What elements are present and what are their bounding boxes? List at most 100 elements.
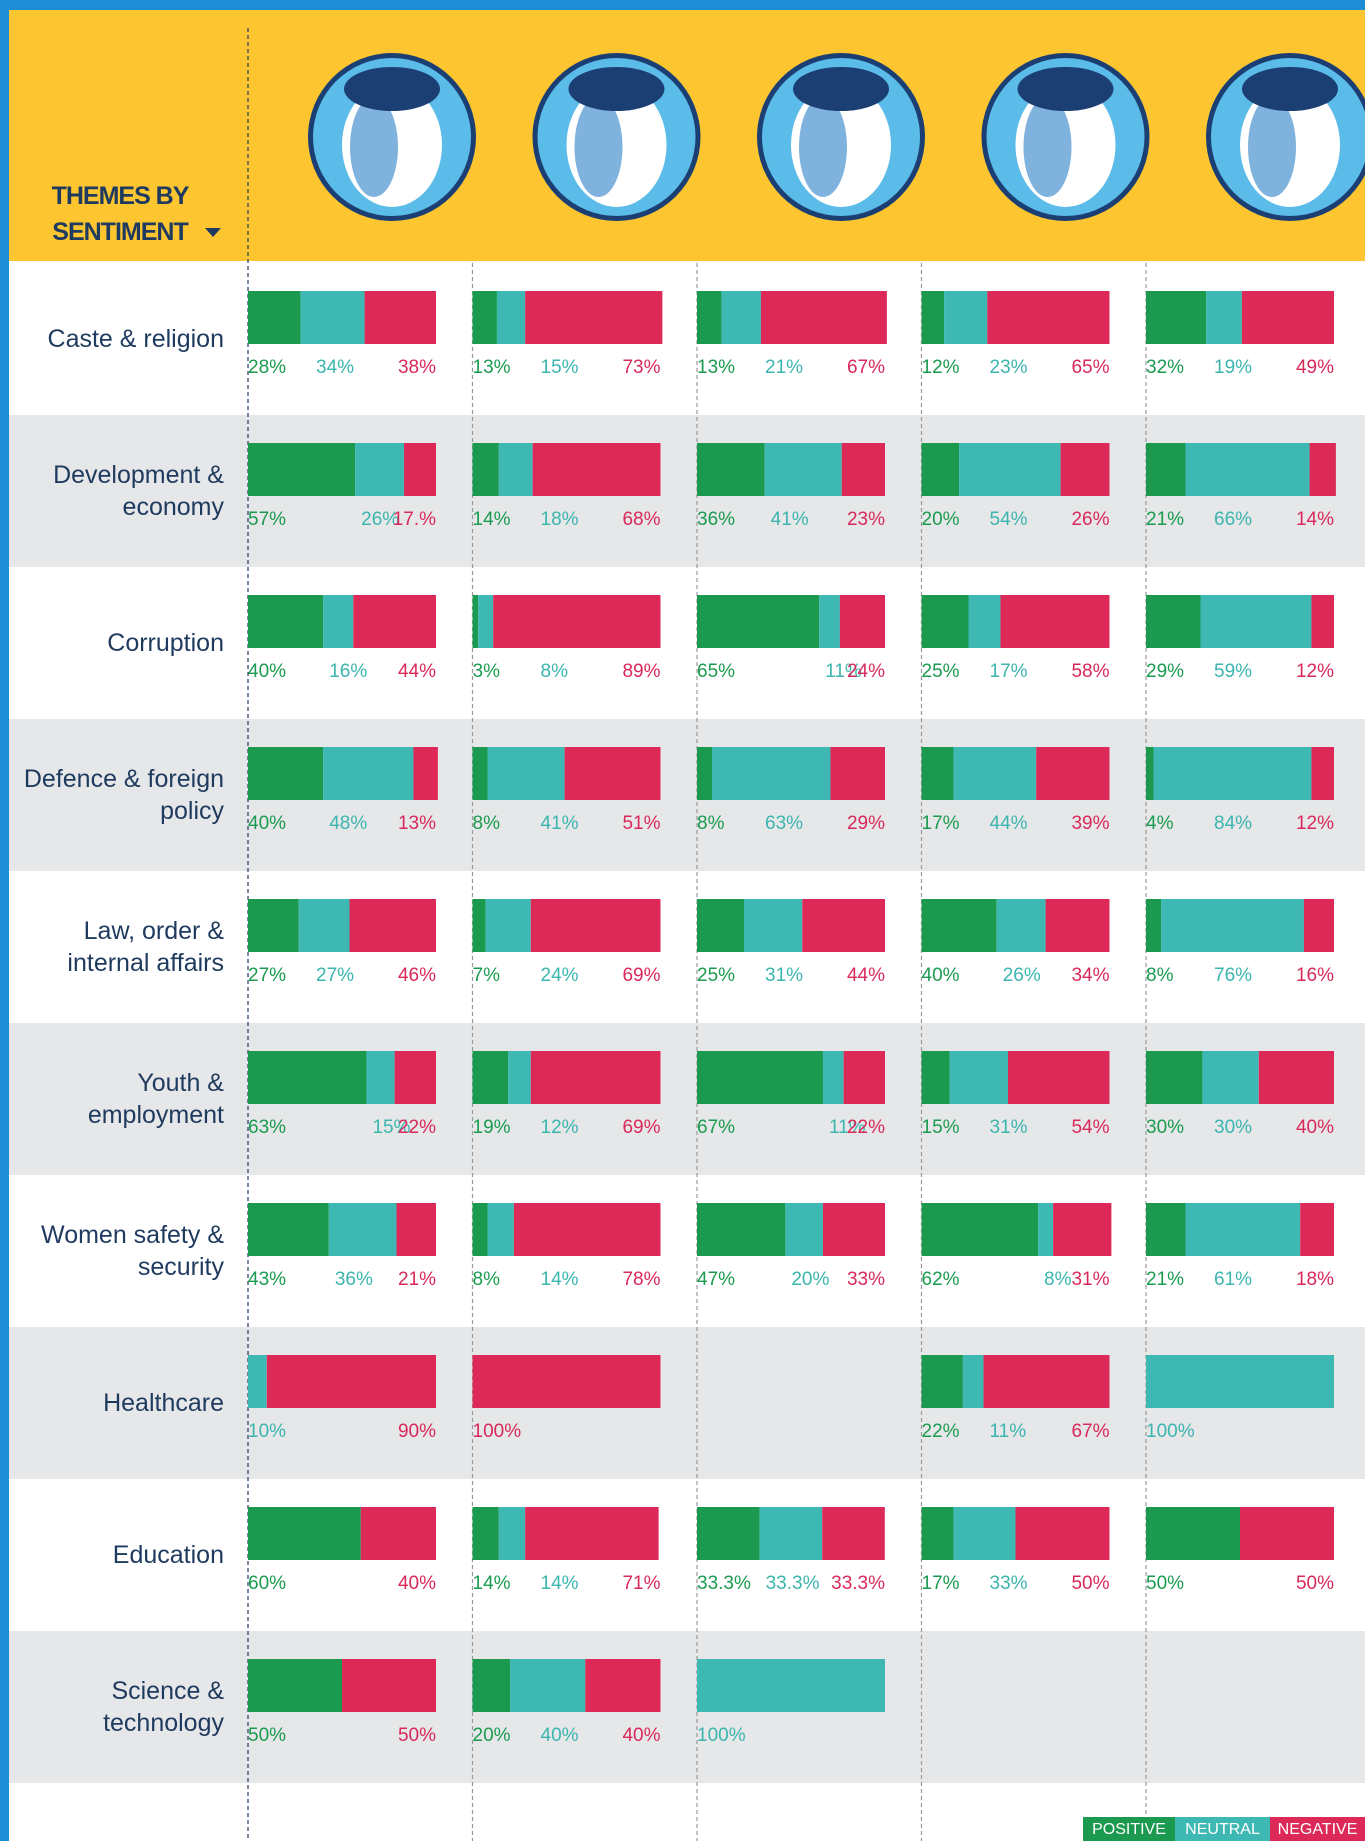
bar-segment	[323, 595, 353, 648]
value-label: 8%	[1044, 1269, 1072, 1290]
value-label: 28%	[248, 357, 286, 378]
value-label: 36%	[697, 509, 735, 530]
theme-label: Science & technology	[14, 1643, 224, 1771]
bar-segment	[248, 291, 301, 344]
bar-segment	[473, 595, 479, 648]
value-label: 17%	[990, 661, 1028, 682]
value-label: 59%	[1214, 661, 1252, 682]
bar-segment	[350, 899, 436, 952]
legend-label: POSITIVE	[1092, 1821, 1166, 1838]
value-label: 47%	[697, 1269, 735, 1290]
bar-segment	[697, 1051, 823, 1104]
value-label: 23%	[990, 357, 1028, 378]
bar-segment	[822, 1507, 885, 1560]
value-label: 24%	[847, 661, 885, 682]
bar-segment	[697, 747, 712, 800]
value-label: 19%	[473, 1117, 511, 1138]
bar-segment	[248, 1659, 342, 1712]
bar-segment	[922, 443, 960, 496]
bar-segment	[473, 291, 497, 344]
bar-segment	[1146, 443, 1185, 496]
bar-segment	[531, 1051, 661, 1104]
value-label: 16%	[329, 661, 367, 682]
bar-segment	[497, 291, 525, 344]
value-label: 26%	[1071, 509, 1109, 530]
value-label: 36%	[335, 1269, 373, 1290]
bar-segment	[508, 1051, 531, 1104]
value-label: 22%	[922, 1421, 960, 1442]
bar-segment	[248, 899, 299, 952]
value-label: 24%	[541, 965, 579, 986]
theme-label: Law, order & internal affairs	[14, 883, 224, 1011]
value-label: 15%	[541, 357, 579, 378]
value-label: 29%	[847, 813, 885, 834]
value-label: 58%	[1071, 661, 1109, 682]
bar-segment	[1046, 899, 1110, 952]
value-label: 100%	[697, 1725, 746, 1746]
value-label: 14%	[473, 509, 511, 530]
bar-segment	[1146, 291, 1206, 344]
value-label: 17%	[922, 1573, 960, 1594]
bar-segment	[366, 1051, 394, 1104]
bar-segment	[499, 443, 533, 496]
value-label: 4%	[1146, 813, 1174, 834]
bar-segment	[922, 291, 945, 344]
bar-segment	[533, 443, 661, 496]
bar-segment	[721, 291, 760, 344]
value-label: 12%	[1296, 661, 1334, 682]
bar-segment	[830, 747, 885, 800]
portrait-hair	[793, 67, 889, 111]
bar-segment	[1304, 899, 1334, 952]
bar-segment	[365, 291, 436, 344]
value-label: 50%	[1071, 1573, 1109, 1594]
bar-segment	[984, 1355, 1110, 1408]
value-label: 12%	[1296, 813, 1334, 834]
value-label: 43%	[248, 1269, 286, 1290]
bar-segment	[1008, 1051, 1110, 1104]
bar-segment	[1311, 595, 1334, 648]
value-label: 21%	[1146, 1269, 1184, 1290]
bar-segment	[395, 1051, 436, 1104]
bar-segment	[248, 595, 323, 648]
value-label: 8%	[541, 661, 569, 682]
bar-segment	[697, 899, 744, 952]
bar-segment	[922, 1507, 954, 1560]
value-label: 40%	[922, 965, 960, 986]
bar-segment	[744, 899, 802, 952]
portrait-shade	[350, 97, 398, 197]
bar-segment	[950, 1051, 1008, 1104]
value-label: 31%	[990, 1117, 1028, 1138]
value-label: 67%	[697, 1117, 735, 1138]
bar-segment	[959, 443, 1061, 496]
bar-segment	[963, 1355, 984, 1408]
bar-segment	[1202, 1051, 1258, 1104]
value-label: 33.3%	[766, 1573, 820, 1594]
value-label: 61%	[1214, 1269, 1252, 1290]
value-label: 11%	[990, 1421, 1027, 1442]
value-label: 17.%	[393, 509, 436, 530]
bar-segment	[1146, 1355, 1334, 1408]
theme-label: Defence & foreign policy	[14, 731, 224, 859]
value-label: 14%	[541, 1573, 579, 1594]
value-label: 12%	[541, 1117, 579, 1138]
portrait-hair	[1242, 67, 1338, 111]
bar-segment	[1300, 1203, 1334, 1256]
value-label: 16%	[1296, 965, 1334, 986]
bar-segment	[697, 443, 765, 496]
value-label: 20%	[922, 509, 960, 530]
bar-segment	[397, 1203, 436, 1256]
value-label: 41%	[541, 813, 579, 834]
value-label: 21%	[765, 357, 803, 378]
value-label: 18%	[541, 509, 579, 530]
bar-segment	[299, 899, 350, 952]
bar-segment	[488, 1203, 514, 1256]
value-label: 62%	[922, 1269, 960, 1290]
bar-segment	[514, 1203, 661, 1256]
value-label: 25%	[922, 661, 960, 682]
bar-segment	[473, 1051, 509, 1104]
value-label: 89%	[622, 661, 660, 682]
bar-segment	[473, 1355, 661, 1408]
bar-segment	[248, 1355, 267, 1408]
value-label: 50%	[398, 1725, 436, 1746]
value-label: 17%	[922, 813, 960, 834]
